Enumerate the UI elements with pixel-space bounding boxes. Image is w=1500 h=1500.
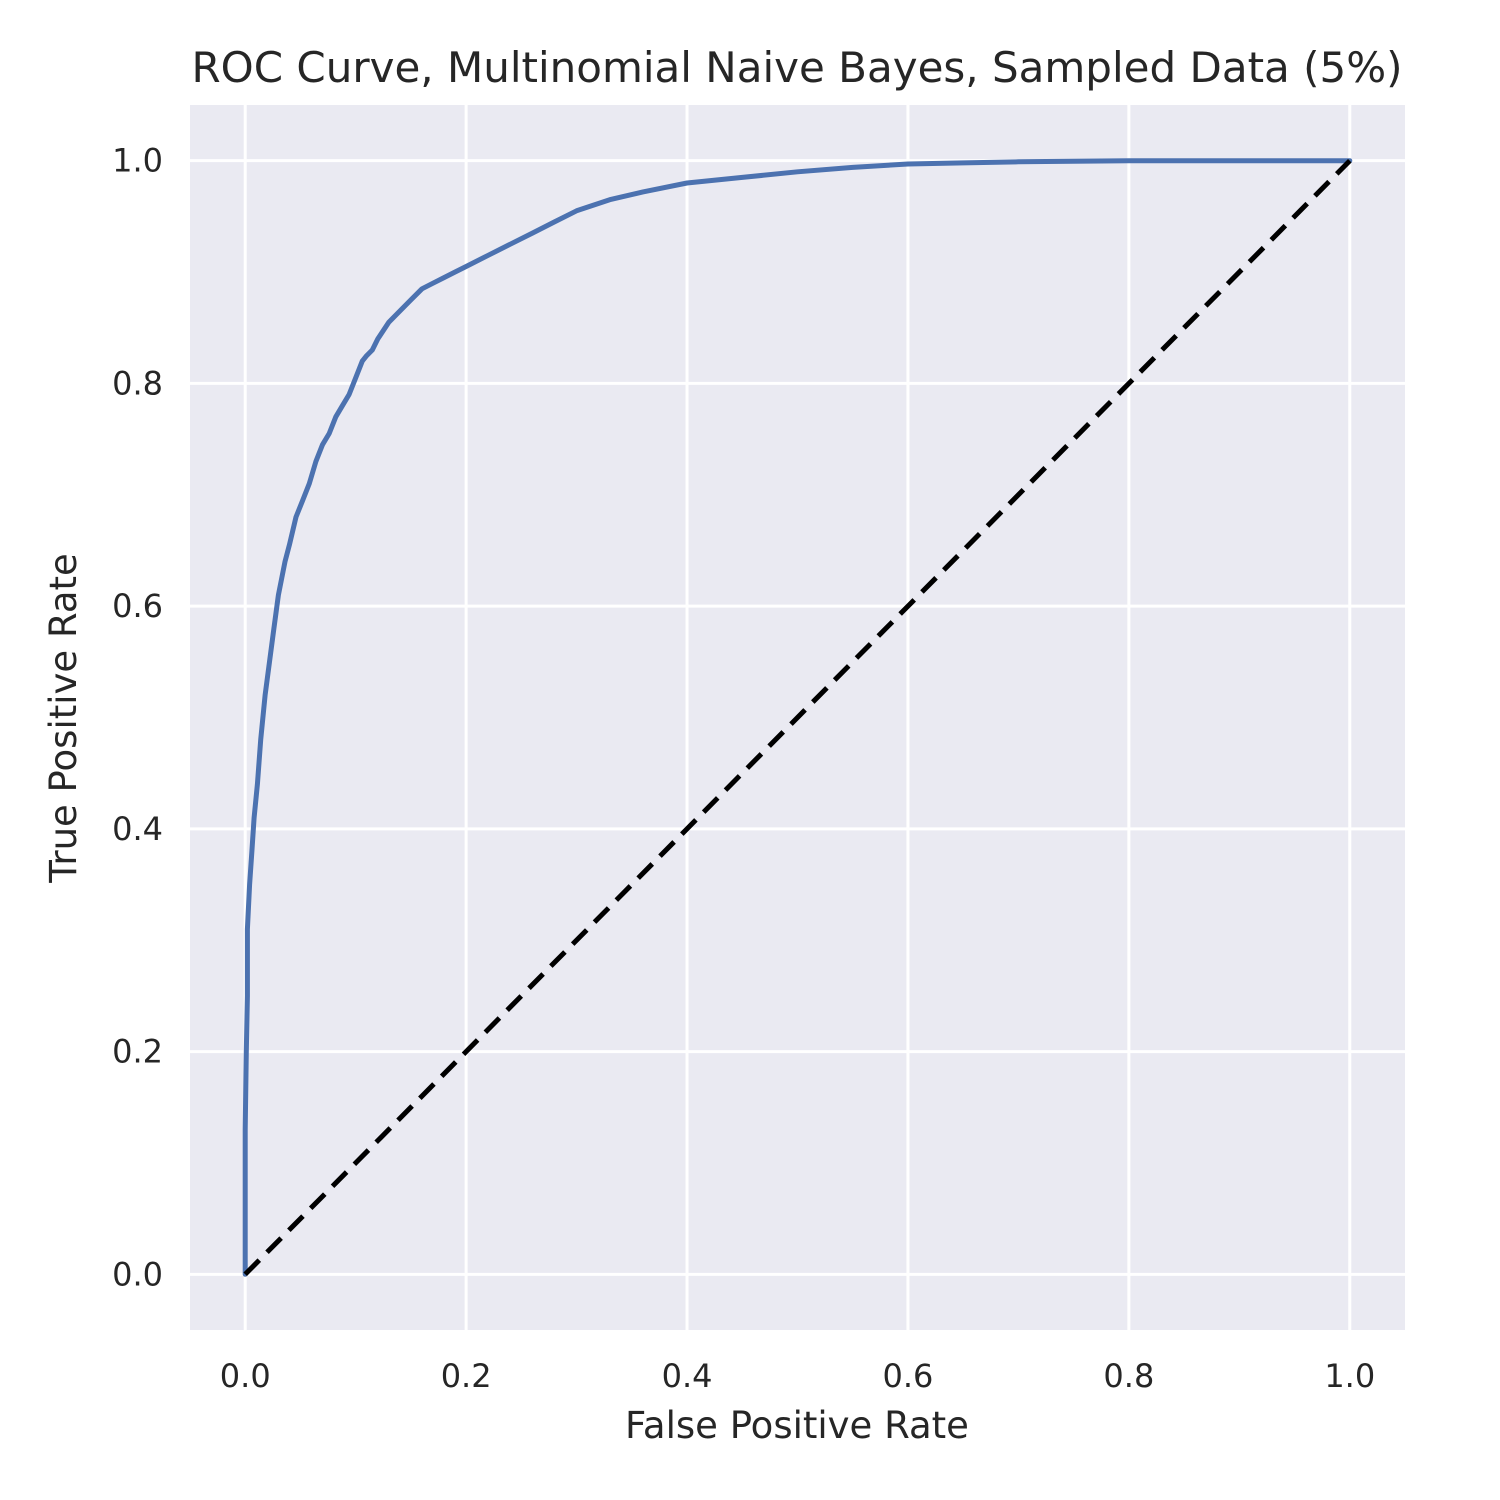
x-tick-label: 0.0 [220,1357,271,1395]
y-tick-label: 0.0 [112,1255,163,1293]
y-axis-label: True Positive Rate [42,553,85,884]
x-gridlines [243,105,1352,1330]
x-tick-label: 1.0 [1324,1357,1375,1395]
x-axis-label: False Positive Rate [625,1404,969,1447]
y-tick-label: 0.4 [112,810,163,848]
series-layer [242,158,1353,1277]
x-tick-labels: 0.0 0.2 0.4 0.6 0.8 1.0 [220,1357,1375,1395]
x-tick-label: 0.8 [1103,1357,1154,1395]
x-tick-label: 0.2 [441,1357,492,1395]
chance-diagonal-line [243,158,1352,1277]
x-tick-label: 0.6 [883,1357,934,1395]
y-gridlines [190,159,1405,1276]
y-tick-label: 0.6 [112,587,163,625]
y-tick-label: 1.0 [112,142,163,180]
chart-title: ROC Curve, Multinomial Naive Bayes, Samp… [191,43,1402,92]
y-tick-label: 0.8 [112,364,163,402]
x-tick-label: 0.4 [662,1357,713,1395]
roc-curve-line [242,158,1353,1277]
y-tick-labels: 0.0 0.2 0.4 0.6 0.8 1.0 [112,142,163,1294]
y-tick-label: 0.2 [112,1033,163,1071]
